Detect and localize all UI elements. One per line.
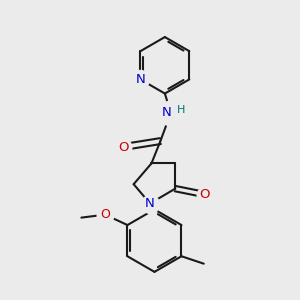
Text: H: H: [177, 106, 185, 116]
Text: N: N: [145, 197, 155, 210]
Text: N: N: [136, 73, 145, 86]
Text: O: O: [200, 188, 210, 201]
Text: N: N: [161, 106, 171, 119]
Text: O: O: [100, 208, 110, 221]
Text: O: O: [118, 140, 128, 154]
